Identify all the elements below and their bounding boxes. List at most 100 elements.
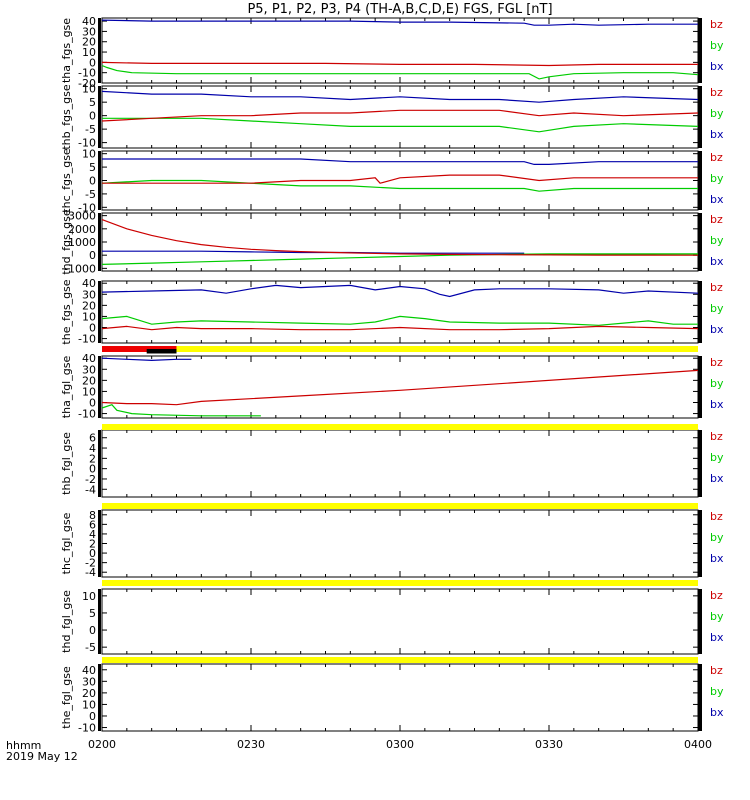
panel-left-edge-mark [98, 589, 101, 654]
status-bar [102, 424, 698, 430]
panel-frame [101, 429, 699, 498]
legend-bz: bz [710, 213, 723, 226]
panel-ylabel: thc_fgs_gse [60, 148, 73, 213]
y-tick-label: 0 [89, 710, 96, 723]
series-bz-tha_fgl_gse [101, 369, 699, 406]
panel-ylabel: thd_fgl_gse [60, 590, 73, 653]
legend-bx: bx [710, 398, 724, 411]
y-tick-label: -5 [85, 123, 96, 136]
legend-by: by [710, 610, 724, 623]
panel-right-edge-mark [698, 86, 702, 148]
y-tick-label: 2000 [68, 223, 96, 236]
panel-left-edge-mark [98, 18, 101, 83]
panel-ylabel: the_fgl_gse [60, 666, 73, 729]
y-tick-label: 0 [89, 322, 96, 335]
panel-ylabel: thc_fgl_gse [60, 512, 73, 574]
panel-ylabel: tha_fgl_gse [60, 356, 73, 419]
y-tick-label: 0 [89, 397, 96, 410]
series-bz-thc_fgs_gse [102, 174, 698, 184]
legend-bx: bx [710, 128, 724, 141]
y-tick-label: 1000 [68, 236, 96, 249]
y-tick-label: 0 [89, 56, 96, 69]
series-bx-tha_fgl_gse [101, 357, 192, 362]
y-tick-label: 10 [82, 698, 96, 711]
legend-by: by [710, 531, 724, 544]
y-tick-label: 4 [89, 528, 96, 541]
x-tick-label: 0200 [88, 738, 116, 751]
series-bz-thb_fgs_gse [101, 109, 699, 122]
y-tick-label: 30 [82, 288, 96, 301]
series-by-thc_fgs_gse [101, 179, 698, 192]
y-tick-label: -2 [85, 557, 96, 570]
y-tick-label: 5 [89, 161, 96, 174]
y-tick-label: 4 [89, 442, 96, 455]
y-tick-label: -20 [78, 77, 96, 90]
panel-frame [101, 85, 699, 149]
y-tick-label: 40 [82, 664, 96, 677]
legend-by: by [710, 172, 724, 185]
panel-ylabel: tha_fgs_gse [60, 18, 73, 83]
panel-right-edge-mark [698, 510, 702, 577]
status-bar [102, 657, 698, 663]
series-by-the_fgs_gse [101, 315, 698, 326]
legend-by: by [710, 302, 724, 315]
y-tick-label: -4 [85, 483, 96, 496]
panel-left-edge-mark [98, 86, 101, 148]
y-tick-label: 10 [82, 385, 96, 398]
panel-ylabel: thd_fgs_gse [60, 209, 73, 275]
status-bar-segment [102, 657, 698, 663]
legend-bz: bz [710, 664, 723, 677]
legend-bx: bx [710, 472, 724, 485]
y-tick-label: 40 [82, 352, 96, 365]
x-tick-label: 0230 [237, 738, 265, 751]
y-tick-label: 0 [89, 463, 96, 476]
series-bz-tha_fgs_gse [101, 61, 698, 67]
panel-ylabel: thb_fgl_gse [60, 432, 73, 495]
y-tick-label: -1000 [64, 262, 96, 275]
panel-right-edge-mark [698, 356, 702, 418]
y-tick-label: -2 [85, 473, 96, 486]
legend-bz: bz [710, 430, 723, 443]
x-tick-label: 0330 [535, 738, 563, 751]
y-tick-label: 20 [82, 36, 96, 49]
y-tick-label: 30 [82, 363, 96, 376]
series-bx-the_fgs_gse [101, 284, 699, 298]
panel-right-edge-mark [698, 18, 702, 83]
footer-date-label: 2019 May 12 [6, 750, 78, 763]
y-tick-label: 20 [82, 374, 96, 387]
panel-right-edge-mark [698, 213, 702, 271]
y-tick-label: 6 [89, 432, 96, 445]
y-tick-label: 2 [89, 538, 96, 551]
panel-ylabel: thb_fgs_gse [60, 84, 73, 150]
y-tick-label: 0 [89, 249, 96, 262]
status-bar [102, 580, 698, 586]
legend-bx: bx [710, 60, 724, 73]
panel-ylabel: the_fgs_gse [60, 279, 73, 344]
legend-bz: bz [710, 18, 723, 31]
status-bar [102, 503, 698, 509]
panel-right-edge-mark [698, 589, 702, 654]
y-tick-label: 10 [82, 46, 96, 59]
y-tick-label: -4 [85, 566, 96, 579]
y-tick-label: 0 [89, 110, 96, 123]
legend-by: by [710, 451, 724, 464]
y-tick-label: 40 [82, 277, 96, 290]
panel-left-edge-mark [98, 664, 101, 731]
y-tick-label: 3000 [68, 210, 96, 223]
y-tick-label: 2 [89, 452, 96, 465]
legend-by: by [710, 377, 724, 390]
panel-left-edge-mark [98, 356, 101, 418]
y-tick-label: -10 [78, 722, 96, 735]
y-tick-label: 10 [82, 148, 96, 161]
x-tick-label: 0400 [684, 738, 712, 751]
panel-right-edge-mark [698, 151, 702, 210]
series-by-tha_fgl_gse [101, 404, 261, 417]
legend-by: by [710, 107, 724, 120]
legend-bz: bz [710, 589, 723, 602]
